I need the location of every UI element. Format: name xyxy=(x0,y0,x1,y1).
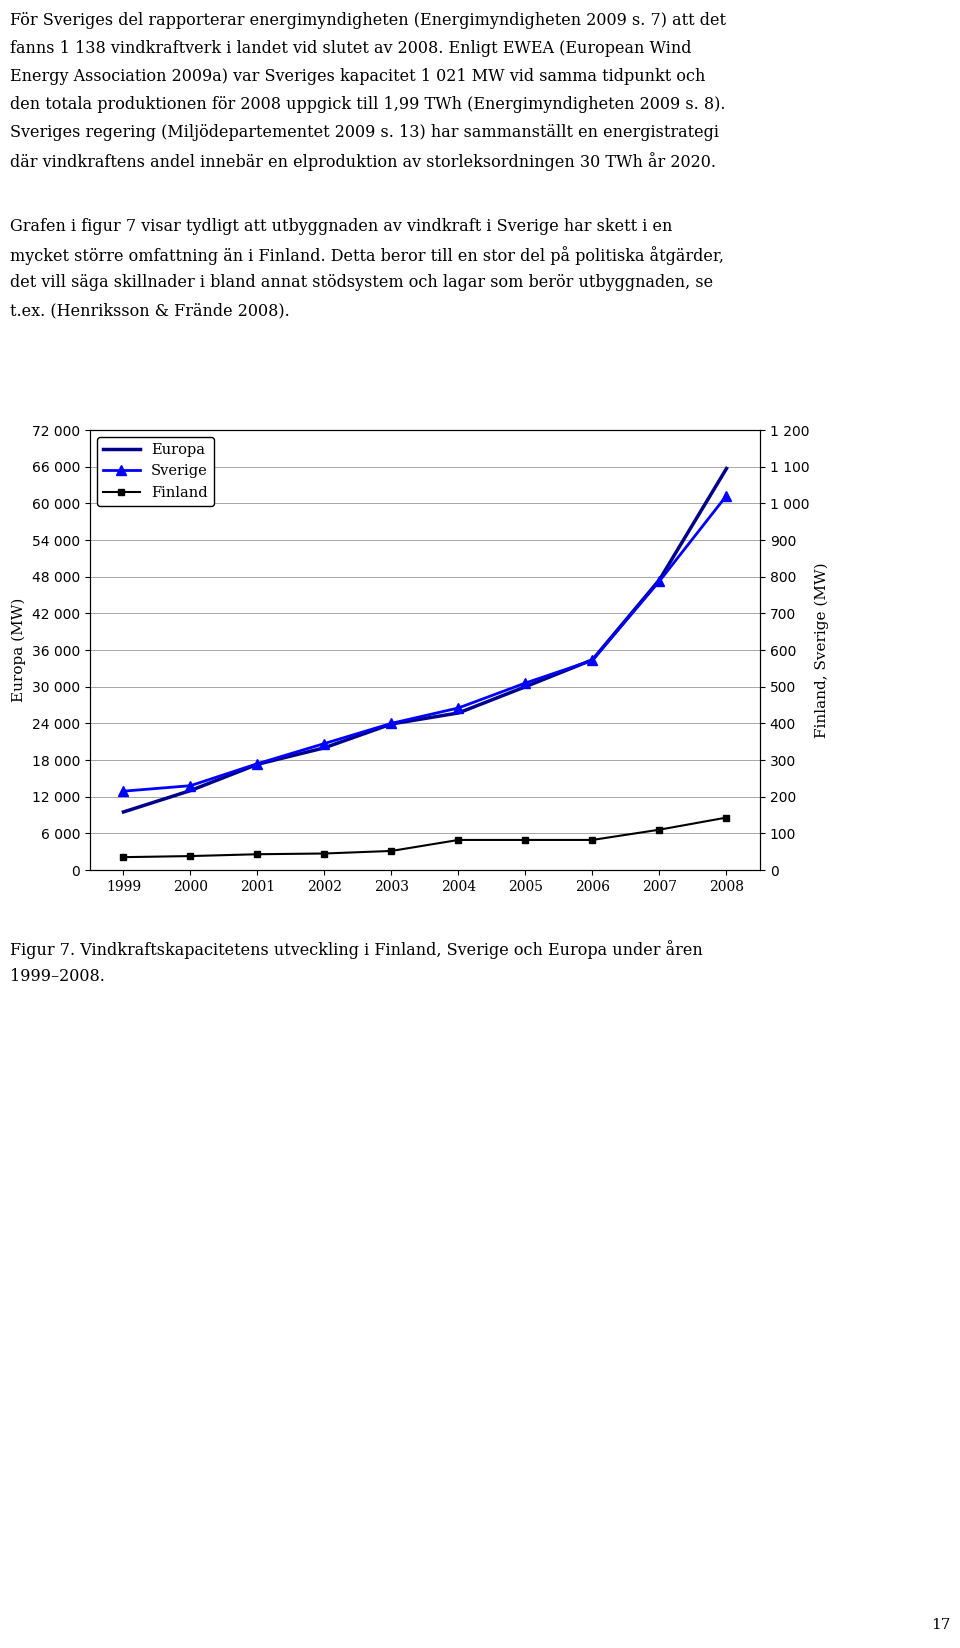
Text: mycket större omfattning än i Finland. Detta beror till en stor del på politiska: mycket större omfattning än i Finland. D… xyxy=(10,246,724,265)
Text: den totala produktionen för 2008 uppgick till 1,99 TWh (Energimyndigheten 2009 s: den totala produktionen för 2008 uppgick… xyxy=(10,96,725,114)
Y-axis label: Finland, Sverige (MW): Finland, Sverige (MW) xyxy=(815,562,829,738)
Sverige xyxy=(386,714,397,733)
Text: Figur 7. Vindkraftskapacitetens utveckling i Finland, Sverige och Europa under å: Figur 7. Vindkraftskapacitetens utveckli… xyxy=(10,939,703,959)
Line: Finland: Finland xyxy=(120,814,730,860)
Europa xyxy=(519,677,531,697)
Text: Energy Association 2009a) var Sveriges kapacitet 1 021 MW vid samma tidpunkt och: Energy Association 2009a) var Sveriges k… xyxy=(10,68,705,86)
Legend: Europa, Sverige, Finland: Europa, Sverige, Finland xyxy=(97,437,214,506)
Sverige xyxy=(252,753,263,773)
Sverige xyxy=(721,486,732,506)
Europa xyxy=(587,649,598,669)
Line: Sverige: Sverige xyxy=(119,491,732,796)
Finland xyxy=(721,808,732,827)
Finland xyxy=(654,819,665,839)
Finland xyxy=(252,844,263,864)
Text: där vindkraftens andel innebär en elproduktion av storleksordningen 30 TWh år 20: där vindkraftens andel innebär en elprod… xyxy=(10,152,715,171)
Line: Europa: Europa xyxy=(124,468,727,812)
Sverige xyxy=(453,699,465,719)
Text: fanns 1 138 vindkraftverk i landet vid slutet av 2008. Enligt EWEA (European Win: fanns 1 138 vindkraftverk i landet vid s… xyxy=(10,40,691,58)
Europa xyxy=(654,570,665,590)
Sverige xyxy=(118,781,130,801)
Text: Grafen i figur 7 visar tydligt att utbyggnaden av vindkraft i Sverige har skett : Grafen i figur 7 visar tydligt att utbyg… xyxy=(10,218,672,236)
Y-axis label: Europa (MW): Europa (MW) xyxy=(12,598,26,702)
Sverige xyxy=(587,651,598,671)
Finland xyxy=(118,847,130,867)
Europa xyxy=(721,458,732,478)
Text: Sveriges regering (Miljödepartementet 2009 s. 13) har sammanställt en energistra: Sveriges regering (Miljödepartementet 20… xyxy=(10,124,719,142)
Text: 17: 17 xyxy=(931,1618,950,1632)
Finland xyxy=(453,831,465,850)
Sverige xyxy=(184,776,196,796)
Finland xyxy=(319,844,330,864)
Text: t.ex. (Henriksson & Frände 2008).: t.ex. (Henriksson & Frände 2008). xyxy=(10,302,289,320)
Finland xyxy=(519,831,531,850)
Sverige xyxy=(319,733,330,753)
Text: 1999–2008.: 1999–2008. xyxy=(10,967,105,986)
Finland xyxy=(386,840,397,860)
Europa xyxy=(252,755,263,775)
Europa xyxy=(118,803,130,822)
Europa xyxy=(386,714,397,733)
Europa xyxy=(319,738,330,758)
Europa xyxy=(453,704,465,723)
Finland xyxy=(587,831,598,850)
Text: det vill säga skillnader i bland annat stödsystem och lagar som berör utbyggnade: det vill säga skillnader i bland annat s… xyxy=(10,274,712,292)
Sverige xyxy=(519,672,531,692)
Europa xyxy=(184,781,196,801)
Finland xyxy=(184,845,196,865)
Text: För Sveriges del rapporterar energimyndigheten (Energimyndigheten 2009 s. 7) att: För Sveriges del rapporterar energimyndi… xyxy=(10,12,726,30)
Sverige xyxy=(654,572,665,592)
